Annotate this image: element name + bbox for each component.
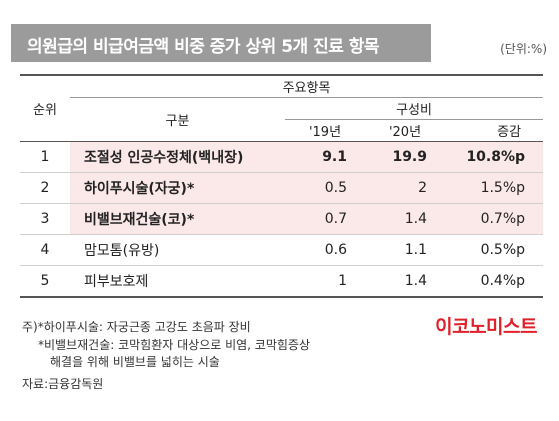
unit-label: (단위:%)	[500, 42, 547, 56]
table-row: 5 피부보호제 1 1.4 0.4%p	[20, 265, 544, 298]
value-2020-cell: 19.9	[365, 141, 445, 173]
header-2020: '20년	[365, 119, 445, 142]
value-2020-cell: 1.4	[365, 265, 445, 298]
value-2019-cell: 0.6	[285, 234, 365, 266]
title-bar: 의원급의 비급여금액 비중 증가 상위 5개 진료 항목	[11, 24, 431, 62]
item-cell: 하이푸시술(자궁)*	[70, 172, 285, 204]
header-share: 구성비	[285, 97, 544, 120]
rank-cell: 2	[20, 172, 70, 204]
change-cell: 1.5%p	[445, 172, 544, 204]
change-cell: 0.4%p	[445, 265, 544, 298]
header-rank: 순위	[20, 74, 70, 141]
change-cell: 10.8%p	[445, 141, 544, 173]
footnote-3: 해결을 위해 비밸브를 넓히는 시술	[50, 355, 220, 369]
rank-cell: 4	[20, 234, 70, 266]
header-change: 증감	[445, 119, 544, 142]
rank-cell: 5	[20, 265, 70, 298]
value-2020-cell: 1.4	[365, 203, 445, 235]
footnote-1: 주)*하이푸시술: 자궁근종 고강도 초음파 장비	[22, 320, 251, 334]
value-2019-cell: 1	[285, 265, 365, 298]
item-cell: 피부보호제	[70, 265, 285, 298]
item-cell: 비밸브재건술(코)*	[70, 203, 285, 235]
change-cell: 0.7%p	[445, 203, 544, 235]
header-row-1: 순위 주요항목	[20, 74, 544, 141]
header-2019: '19년	[285, 119, 365, 142]
source-note: 자료:금융감독원	[22, 377, 104, 391]
rank-cell: 3	[20, 203, 70, 235]
item-cell: 조절성 인공수정체(백내장)	[70, 141, 285, 173]
header-row-2: 구분 구성비	[20, 97, 544, 129]
item-cell: 맘모톰(유방)	[70, 234, 285, 266]
publisher-logo: 이코노미스트	[435, 316, 537, 338]
table-row: 3 비밸브재건술(코)* 0.7 1.4 0.7%p	[20, 203, 544, 235]
change-cell: 0.5%p	[445, 234, 544, 266]
header-item: 구분	[165, 113, 190, 129]
value-2020-cell: 1.1	[365, 234, 445, 266]
table-row: 4 맘모톰(유방) 0.6 1.1 0.5%p	[20, 234, 544, 266]
rank-cell: 1	[20, 141, 70, 173]
header-group: 주요항목	[70, 74, 544, 98]
value-2020-cell: 2	[365, 172, 445, 204]
page-title: 의원급의 비급여금액 비중 증가 상위 5개 진료 항목	[27, 37, 380, 57]
value-2019-cell: 0.5	[285, 172, 365, 204]
value-2019-cell: 0.7	[285, 203, 365, 235]
value-2019-cell: 9.1	[285, 141, 365, 173]
footnote-2: *비밸브재건술: 코막힘환자 대상으로 비염, 코막힘증상	[38, 338, 310, 352]
table-row: 1 조절성 인공수정체(백내장) 9.1 19.9 10.8%p	[20, 141, 544, 173]
table-row: 2 하이푸시술(자궁)* 0.5 2 1.5%p	[20, 172, 544, 204]
header-row-3: '19년 '20년 증감	[20, 119, 544, 142]
data-table: 순위 주요항목 구분 구성비 '19년 '20년 증감 1 조절성 인공수정체(…	[20, 74, 544, 298]
